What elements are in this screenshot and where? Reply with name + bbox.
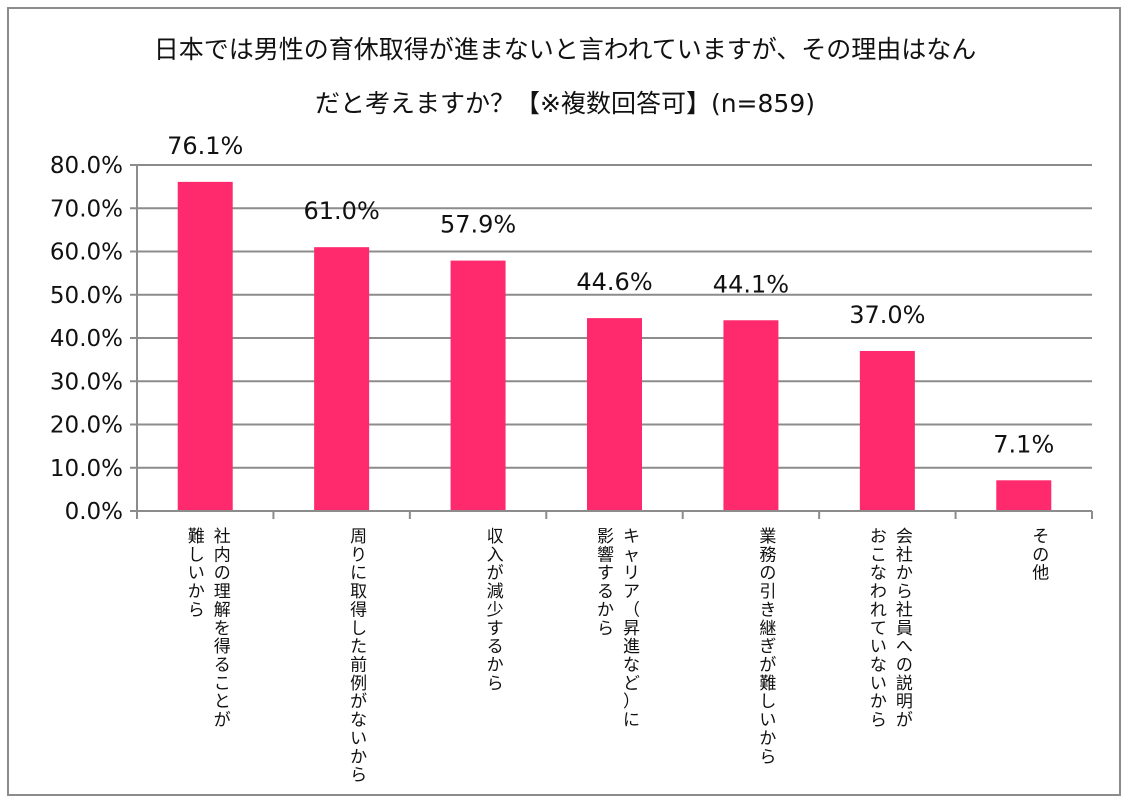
x-category-label: 収入が減少するから bbox=[487, 527, 504, 694]
chart-title-line-1: 日本では男性の育休取得が進まないと言われていますが、その理由はなん bbox=[153, 35, 977, 64]
y-tick-label: 20.0% bbox=[50, 413, 123, 439]
x-category-label: キャリア（昇進など）に bbox=[623, 527, 640, 731]
x-category-label: 会社から社員への説明が bbox=[896, 527, 913, 731]
bar bbox=[587, 318, 642, 511]
data-label: 7.1% bbox=[993, 430, 1054, 458]
y-tick-label: 10.0% bbox=[50, 456, 123, 482]
bar bbox=[314, 247, 370, 512]
x-category-label: 難しいから bbox=[188, 527, 205, 620]
x-category-label: 影響するから bbox=[597, 527, 614, 639]
y-tick-label: 30.0% bbox=[50, 369, 123, 395]
data-label: 44.6% bbox=[576, 268, 652, 296]
data-label: 37.0% bbox=[849, 301, 925, 329]
data-label: 61.0% bbox=[304, 197, 380, 225]
x-category-label: その他 bbox=[1032, 527, 1049, 584]
data-label: 76.1% bbox=[167, 132, 243, 160]
y-tick-label: 70.0% bbox=[50, 196, 123, 222]
y-tick-label: 50.0% bbox=[50, 283, 123, 309]
y-tick-label: 40.0% bbox=[50, 326, 123, 352]
chart-title-line-2: だと考えますか？【※複数回答可】(n=859) bbox=[315, 89, 815, 118]
data-label: 57.9% bbox=[440, 211, 516, 239]
y-tick-label: 0.0% bbox=[65, 499, 123, 525]
bar bbox=[177, 181, 233, 511]
x-category-label: おこなわれていないから bbox=[870, 527, 887, 731]
bar bbox=[723, 320, 779, 511]
bar bbox=[996, 480, 1052, 511]
x-category-label: 社内の理解を得ることが bbox=[214, 527, 231, 731]
bar bbox=[859, 350, 915, 511]
data-label: 44.1% bbox=[713, 270, 789, 298]
bar bbox=[450, 260, 506, 511]
y-tick-label: 60.0% bbox=[50, 240, 123, 266]
x-category-label: 周りに取得した前例がないから bbox=[350, 527, 367, 786]
y-tick-label: 80.0% bbox=[50, 153, 123, 179]
x-category-label: 業務の引き継ぎが難しいから bbox=[759, 527, 776, 767]
